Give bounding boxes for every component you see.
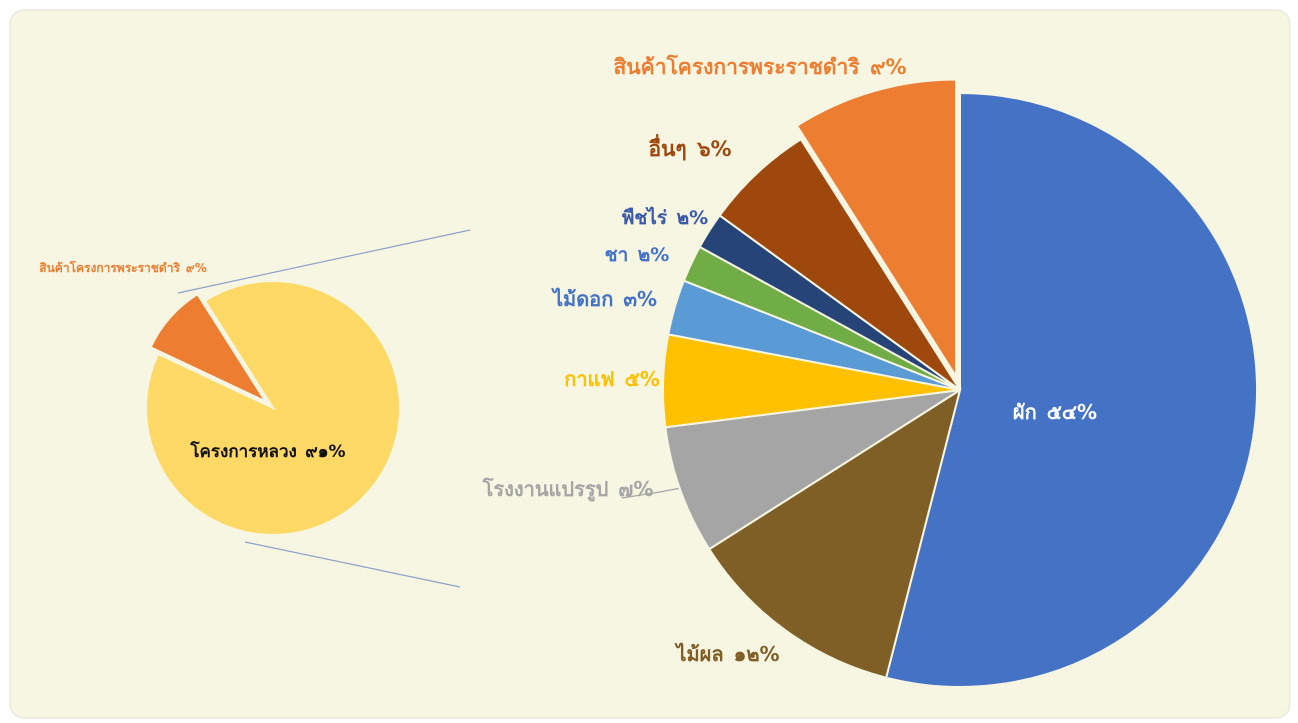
value-label: ๗% [618,477,653,501]
category-name: สินค้าโครงการพระราชดำริ [613,54,860,79]
slice-label: ไม้ผล ๑๒% [674,642,779,666]
category-name: อื่นๆ [648,133,686,161]
pie-slice [145,280,401,536]
value-label: ๓% [623,287,657,311]
value-label: ๙๑% [305,442,345,462]
slice-label: โครงการหลวง ๙๑% [189,441,345,462]
connector [177,229,471,294]
value-label: ๙% [186,261,207,275]
value-label: ๕๔% [1047,400,1097,424]
slice-label: กาแฟ ๕% [564,367,660,391]
value-label: ๑๒% [734,642,780,666]
category-name: ไม้ดอก [551,287,613,311]
pie-slice [664,389,961,551]
slice-label: ชา ๒% [605,244,670,266]
slice-label: อื่นๆ ๖% [648,133,731,161]
connector [244,541,461,588]
slice-label: โรงงานแปรรูป ๗% [482,477,654,503]
category-name: ผัก [1013,400,1037,424]
pie-slice [795,78,958,380]
slice-label: ไม้ดอก ๓% [551,287,657,311]
category-name: ไม้ผล [674,642,723,666]
category-name: โครงการหลวง [189,441,296,462]
value-label: ๖% [696,137,731,161]
category-name: สินค้าโครงการพระราชดำริ [39,260,180,275]
pie-slice [884,91,1258,688]
value-label: ๕% [625,367,660,391]
value-label: ๙% [870,55,906,79]
category-name: ชา [605,244,629,266]
slice-label: ผัก ๕๔% [1013,400,1097,424]
slice-label: สินค้าโครงการพระราชดำริ ๙% [39,260,206,275]
value-label: ๒% [677,207,709,229]
category-name: กาแฟ [564,367,614,391]
pie-slice [149,292,269,404]
category-name: พืชไร่ [622,206,668,229]
leader-line [621,486,687,499]
slice-label: พืชไร่ ๒% [622,206,708,229]
value-label: ๒% [638,244,670,266]
slice-label: สินค้าโครงการพระราชดำริ ๙% [613,54,906,79]
category-name: โรงงานแปรรูป [482,477,609,503]
pie-slice [718,137,961,391]
pie-slice [707,387,962,679]
